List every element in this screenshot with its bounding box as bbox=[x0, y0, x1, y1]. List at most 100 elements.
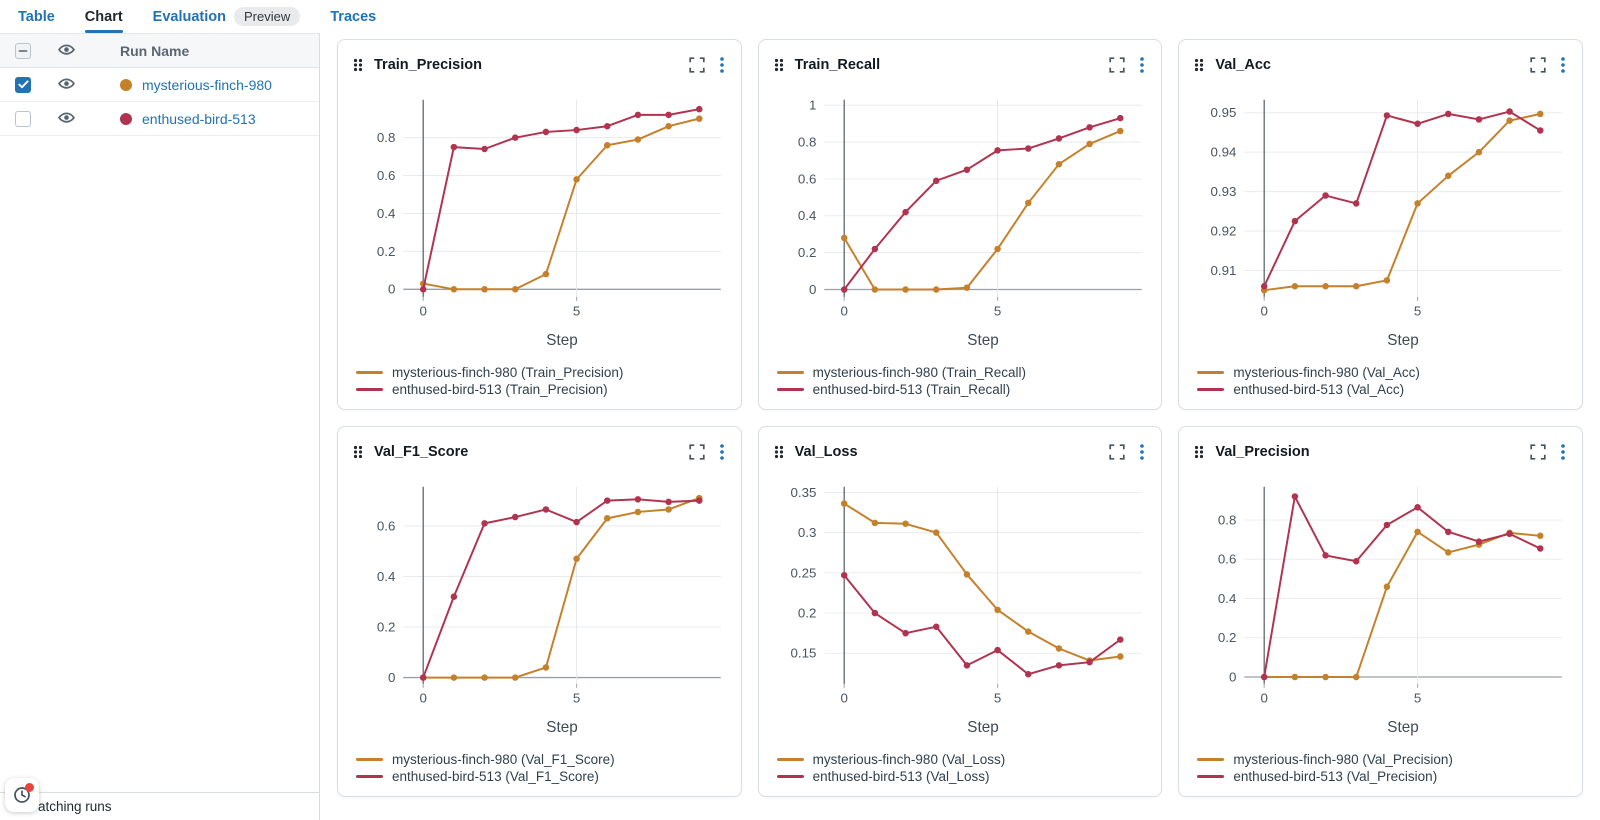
legend-swatch bbox=[356, 387, 383, 392]
tab-label: Traces bbox=[330, 8, 377, 25]
recent-runs-button[interactable] bbox=[5, 778, 39, 812]
chart-legend: mysterious-finch-980 (Train_Precision) en… bbox=[352, 361, 727, 401]
run-name-column-header: Run Name bbox=[120, 42, 190, 59]
svg-text:0.15: 0.15 bbox=[790, 646, 816, 661]
legend-item: mysterious-finch-980 (Val_Precision) bbox=[1197, 752, 1566, 767]
legend-swatch bbox=[1197, 387, 1225, 392]
chart-menu-button[interactable] bbox=[1558, 54, 1568, 76]
chart-menu-button[interactable] bbox=[717, 441, 727, 463]
svg-text:0: 0 bbox=[420, 691, 427, 706]
chart-card-train_recall: Train_Recall 0 0.2 0.4 0.6 0.8 1 0 5 Step bbox=[757, 39, 1163, 410]
history-clock-icon bbox=[14, 787, 30, 803]
charts-grid: Train_Precision 0 0.2 0.4 0.6 0.8 0 5 Step bbox=[320, 33, 1600, 820]
svg-text:0.2: 0.2 bbox=[377, 244, 396, 259]
chart-card-val_loss: Val_Loss 0.15 0.2 0.25 0.3 0.35 0 5 Step bbox=[757, 426, 1163, 797]
expand-chart-button[interactable] bbox=[1107, 55, 1127, 75]
kebab-menu-icon bbox=[1140, 57, 1145, 73]
chart-card-train_precision: Train_Precision 0 0.2 0.4 0.6 0.8 0 5 Step bbox=[337, 39, 742, 410]
drag-handle-icon[interactable] bbox=[773, 444, 785, 460]
chart-legend: mysterious-finch-980 (Val_Precision)enth… bbox=[1193, 748, 1568, 788]
tab-traces[interactable]: Traces bbox=[330, 0, 376, 33]
run-name-link[interactable]: enthused-bird-513 bbox=[142, 110, 256, 127]
line-chart-plot[interactable]: 0.91 0.92 0.93 0.94 0.95 0 5 Step bbox=[1193, 77, 1568, 361]
svg-text:0.2: 0.2 bbox=[798, 245, 817, 260]
svg-text:0: 0 bbox=[420, 304, 427, 319]
line-chart-plot[interactable]: 0 0.2 0.4 0.6 0.8 0 5 Step bbox=[1193, 464, 1568, 748]
chart-legend: mysterious-finch-980 (Val_Acc) enthused-b… bbox=[1193, 361, 1568, 401]
kebab-menu-icon bbox=[1140, 444, 1145, 460]
legend-label: enthused-bird-513 (Val_Precision) bbox=[1233, 769, 1438, 784]
legend-swatch bbox=[1197, 370, 1225, 375]
fullscreen-icon bbox=[1530, 444, 1546, 460]
eye-icon bbox=[57, 44, 75, 55]
chart-menu-button[interactable] bbox=[1137, 441, 1147, 463]
fullscreen-icon bbox=[1109, 444, 1125, 460]
run-checkbox[interactable] bbox=[15, 76, 31, 93]
select-all-checkbox[interactable] bbox=[15, 42, 31, 59]
line-chart-plot[interactable]: 0.15 0.2 0.25 0.3 0.35 0 5 Step bbox=[773, 464, 1148, 748]
svg-text:0: 0 bbox=[1261, 304, 1268, 319]
svg-text:5: 5 bbox=[1414, 304, 1421, 319]
legend-swatch bbox=[356, 774, 383, 779]
legend-swatch bbox=[776, 370, 804, 375]
chart-title: Train_Recall bbox=[794, 57, 881, 73]
chart-menu-button[interactable] bbox=[717, 54, 727, 76]
run-checkbox[interactable] bbox=[15, 110, 31, 127]
tab-table[interactable]: Table bbox=[18, 0, 55, 33]
svg-text:5: 5 bbox=[573, 304, 580, 319]
svg-text:0: 0 bbox=[840, 304, 847, 319]
legend-swatch bbox=[1197, 757, 1225, 762]
kebab-menu-icon bbox=[1561, 444, 1565, 460]
tab-chart[interactable]: Chart bbox=[84, 0, 123, 33]
svg-text:0.4: 0.4 bbox=[798, 208, 817, 223]
drag-handle-icon[interactable] bbox=[352, 57, 364, 73]
svg-text:0.25: 0.25 bbox=[790, 565, 816, 580]
chart-menu-button[interactable] bbox=[1558, 441, 1568, 463]
line-chart-plot[interactable]: 0 0.2 0.4 0.6 0.8 1 0 5 Step bbox=[773, 77, 1148, 361]
drag-handle-icon[interactable] bbox=[773, 57, 785, 73]
legend-label: enthused-bird-513 (Val_Acc) bbox=[1233, 382, 1405, 397]
svg-text:0.91: 0.91 bbox=[1211, 263, 1237, 278]
svg-text:0: 0 bbox=[1229, 669, 1236, 684]
chart-title: Val_Precision bbox=[1215, 444, 1310, 460]
preview-badge: Preview bbox=[234, 7, 301, 26]
chart-title: Train_Precision bbox=[374, 57, 482, 73]
eye-icon bbox=[57, 78, 75, 89]
fullscreen-icon bbox=[689, 57, 705, 73]
expand-chart-button[interactable] bbox=[687, 55, 707, 75]
chart-legend: mysterious-finch-980 (Val_Loss) enthused-… bbox=[773, 748, 1148, 788]
expand-chart-button[interactable] bbox=[1107, 442, 1127, 462]
legend-item: mysterious-finch-980 (Val_Acc) bbox=[1197, 365, 1566, 380]
legend-item: mysterious-finch-980 (Train_Precision) bbox=[356, 365, 725, 380]
tab-evaluation[interactable]: Evaluation Preview bbox=[153, 0, 301, 33]
drag-handle-icon[interactable] bbox=[1193, 57, 1205, 73]
legend-label: mysterious-finch-980 (Val_Precision) bbox=[1233, 752, 1453, 767]
fullscreen-icon bbox=[689, 444, 705, 460]
legend-label: enthused-bird-513 (Val_F1_Score) bbox=[392, 769, 599, 784]
legend-label: mysterious-finch-980 (Val_F1_Score) bbox=[392, 752, 615, 767]
run-visibility-button[interactable] bbox=[46, 77, 86, 92]
visibility-all-button[interactable] bbox=[46, 43, 86, 58]
svg-text:0.6: 0.6 bbox=[377, 518, 396, 533]
svg-text:0.6: 0.6 bbox=[798, 171, 817, 186]
svg-text:0.6: 0.6 bbox=[1218, 552, 1237, 567]
svg-text:5: 5 bbox=[573, 691, 580, 706]
svg-text:0.8: 0.8 bbox=[1218, 512, 1237, 527]
run-visibility-button[interactable] bbox=[46, 111, 86, 126]
legend-label: mysterious-finch-980 (Val_Loss) bbox=[812, 752, 1006, 767]
legend-item: mysterious-finch-980 (Train_Recall) bbox=[776, 365, 1146, 380]
svg-text:5: 5 bbox=[1414, 691, 1421, 706]
svg-text:Step: Step bbox=[1388, 332, 1419, 349]
expand-chart-button[interactable] bbox=[1528, 442, 1548, 462]
drag-handle-icon[interactable] bbox=[1193, 444, 1205, 460]
drag-handle-icon[interactable] bbox=[352, 444, 364, 460]
line-chart-plot[interactable]: 0 0.2 0.4 0.6 0 5 Step bbox=[352, 464, 727, 748]
expand-chart-button[interactable] bbox=[1528, 55, 1548, 75]
run-name-link[interactable]: mysterious-finch-980 bbox=[142, 76, 272, 93]
svg-text:1: 1 bbox=[809, 98, 816, 113]
expand-chart-button[interactable] bbox=[687, 442, 707, 462]
chart-menu-button[interactable] bbox=[1137, 54, 1147, 76]
legend-label: mysterious-finch-980 (Train_Recall) bbox=[812, 365, 1026, 380]
matching-runs-text: atching runs bbox=[38, 799, 112, 814]
line-chart-plot[interactable]: 0 0.2 0.4 0.6 0.8 0 5 Step bbox=[352, 77, 727, 361]
